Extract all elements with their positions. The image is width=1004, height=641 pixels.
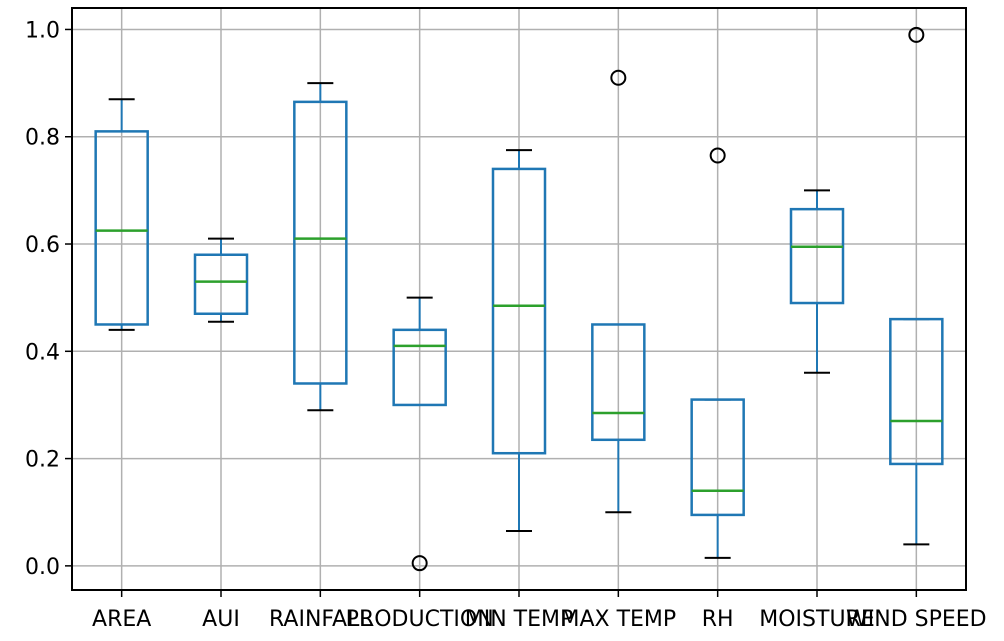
y-tick-label: 0.2 bbox=[25, 448, 60, 473]
box-production bbox=[392, 296, 447, 572]
outlier-point bbox=[908, 26, 925, 43]
box-aui bbox=[193, 237, 249, 323]
x-tick-label: AREA bbox=[92, 607, 151, 632]
y-axis-ticks: 0.0 0.2 0.4 0.6 0.8 1.0 bbox=[25, 18, 72, 580]
outlier-point bbox=[610, 69, 627, 86]
y-tick-label: 0.4 bbox=[25, 340, 60, 365]
x-tick-label: AUI bbox=[202, 607, 240, 632]
x-tick-label: RH bbox=[702, 607, 734, 632]
outlier-point bbox=[709, 147, 726, 164]
x-tick-label: WIND SPEED bbox=[846, 607, 987, 632]
iqr-box bbox=[789, 207, 845, 305]
outlier-point bbox=[411, 555, 428, 572]
iqr-box bbox=[591, 323, 646, 442]
y-tick-label: 0.8 bbox=[25, 126, 60, 151]
iqr-box bbox=[690, 398, 745, 517]
x-tick-label: MAX TEMP bbox=[560, 607, 676, 632]
x-tick-label: MOISTURE bbox=[759, 607, 874, 632]
y-tick-label: 1.0 bbox=[25, 18, 60, 43]
iqr-box bbox=[889, 317, 944, 466]
box-max-temp bbox=[591, 69, 646, 514]
box-rainfall bbox=[293, 82, 348, 412]
plot-frame bbox=[71, 7, 967, 591]
y-tick-label: 0.6 bbox=[25, 233, 60, 258]
iqr-box bbox=[491, 167, 547, 455]
box-wind-speed bbox=[889, 26, 944, 546]
iqr-box bbox=[392, 328, 447, 407]
box-moisture bbox=[789, 189, 845, 374]
x-tick-label: PRODUCTION bbox=[346, 607, 494, 632]
x-tick-label: RAINFALL bbox=[269, 607, 372, 632]
boxes-layer bbox=[94, 26, 944, 572]
y-tick-label: 0.0 bbox=[25, 555, 60, 580]
x-tick-label: MIN TEMP bbox=[465, 607, 574, 632]
box-min-temp bbox=[491, 149, 547, 532]
grid-layer bbox=[72, 8, 966, 590]
iqr-box bbox=[293, 100, 348, 385]
iqr-box bbox=[193, 253, 249, 316]
box-rh bbox=[690, 147, 745, 559]
box-area bbox=[94, 98, 149, 331]
iqr-box bbox=[94, 130, 149, 326]
